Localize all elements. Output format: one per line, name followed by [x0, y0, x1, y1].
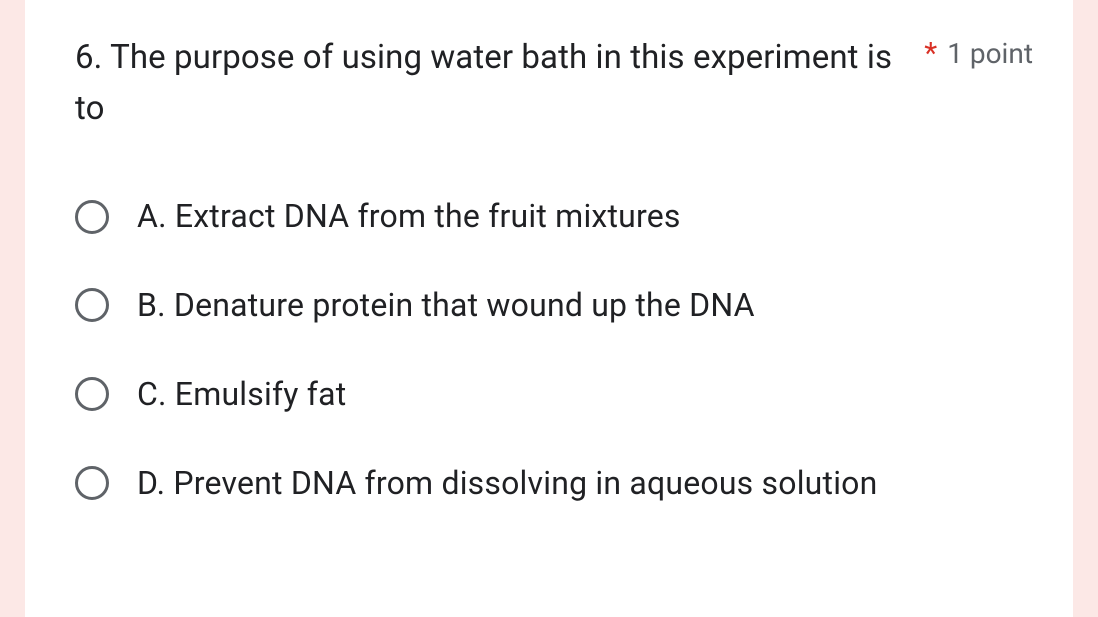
radio-icon	[75, 200, 109, 234]
radio-icon	[75, 288, 109, 322]
radio-icon	[75, 377, 109, 411]
question-text: 6. The purpose of using water bath in th…	[75, 32, 924, 134]
required-star-icon: *	[924, 36, 937, 71]
option-label: D. Prevent DNA from dissolving in aqueou…	[137, 461, 878, 506]
options-list: A. Extract DNA from the fruit mixtures B…	[75, 194, 1033, 505]
option-label: B. Denature protein that wound up the DN…	[137, 283, 755, 328]
option-label: C. Emulsify fat	[137, 372, 346, 417]
points-label: 1 point	[947, 37, 1033, 70]
option-label: A. Extract DNA from the fruit mixtures	[137, 194, 681, 239]
radio-icon	[75, 466, 109, 500]
points-container: * 1 point	[924, 36, 1033, 71]
question-header: 6. The purpose of using water bath in th…	[75, 32, 1033, 134]
option-d[interactable]: D. Prevent DNA from dissolving in aqueou…	[75, 461, 1033, 506]
question-card: 6. The purpose of using water bath in th…	[25, 0, 1073, 617]
option-a[interactable]: A. Extract DNA from the fruit mixtures	[75, 194, 1033, 239]
option-c[interactable]: C. Emulsify fat	[75, 372, 1033, 417]
option-b[interactable]: B. Denature protein that wound up the DN…	[75, 283, 1033, 328]
